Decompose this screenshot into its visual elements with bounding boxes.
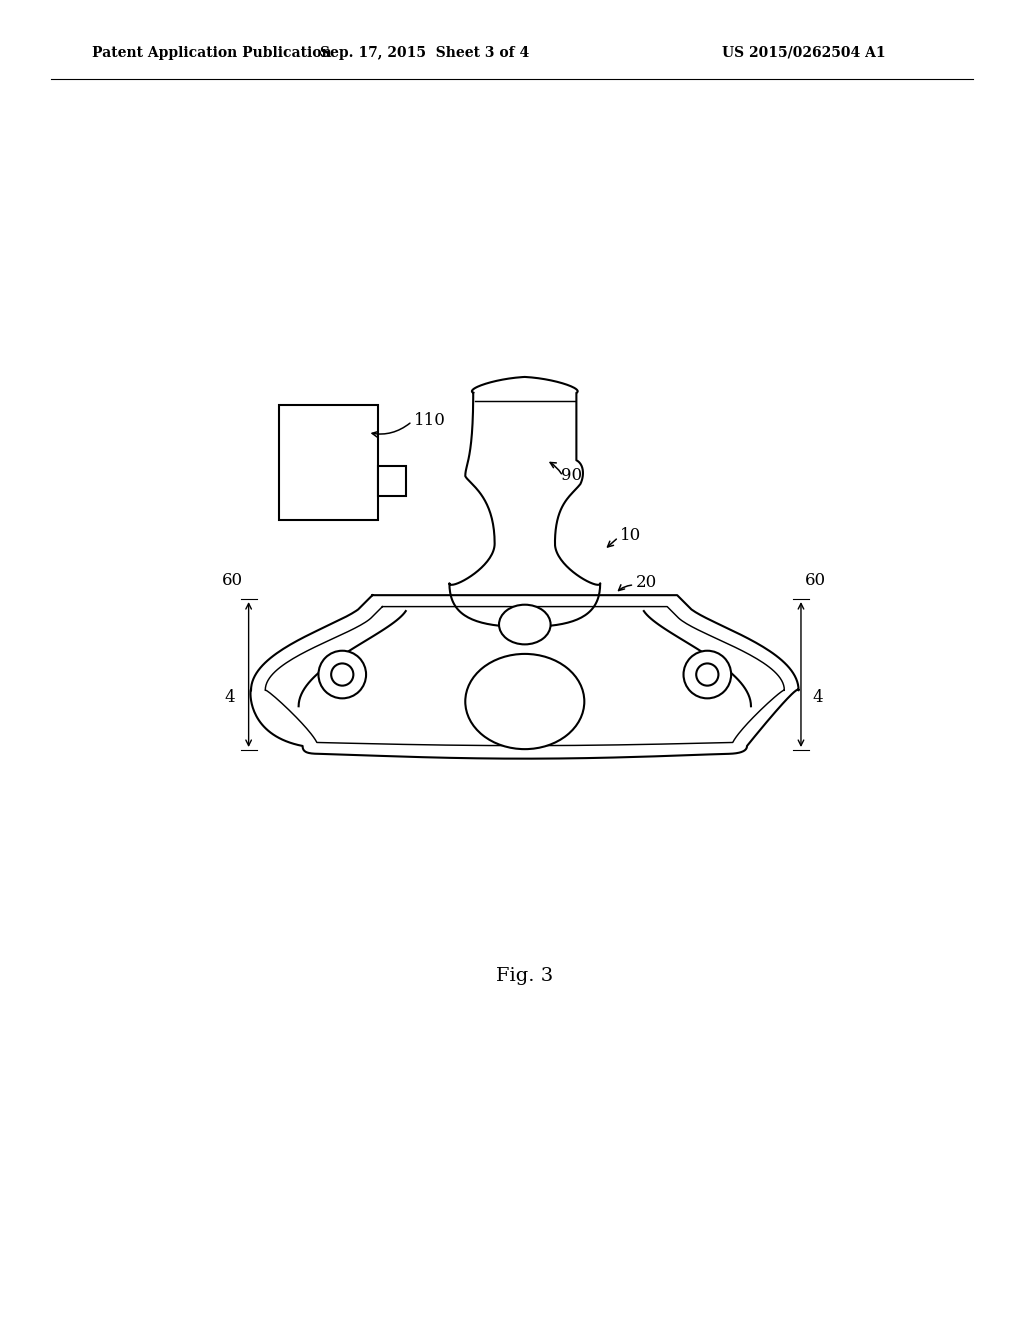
Ellipse shape <box>499 605 551 644</box>
Circle shape <box>318 651 367 698</box>
Bar <box>279 405 378 520</box>
Text: 110: 110 <box>414 412 445 429</box>
Bar <box>378 466 406 496</box>
Polygon shape <box>450 378 600 627</box>
Text: Fig. 3: Fig. 3 <box>497 968 553 985</box>
Circle shape <box>696 664 719 685</box>
Text: 60: 60 <box>805 572 826 589</box>
Text: Sep. 17, 2015  Sheet 3 of 4: Sep. 17, 2015 Sheet 3 of 4 <box>321 46 529 59</box>
Text: Patent Application Publication: Patent Application Publication <box>92 46 332 59</box>
Text: 4: 4 <box>812 689 822 706</box>
Text: 60: 60 <box>221 572 243 589</box>
Polygon shape <box>251 595 799 759</box>
Text: 10: 10 <box>620 527 641 544</box>
Text: 90: 90 <box>560 467 582 484</box>
Circle shape <box>331 664 353 685</box>
Text: 4: 4 <box>225 689 236 706</box>
Ellipse shape <box>465 653 585 750</box>
Circle shape <box>684 651 731 698</box>
Text: 20: 20 <box>636 574 657 591</box>
Text: US 2015/0262504 A1: US 2015/0262504 A1 <box>722 46 886 59</box>
